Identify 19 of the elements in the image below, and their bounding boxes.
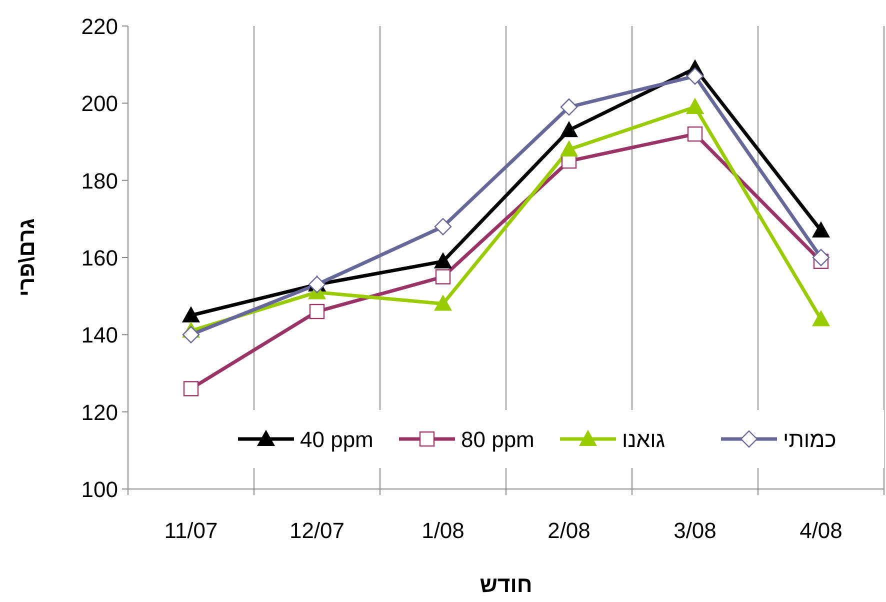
x-tick-label: 1/08	[422, 518, 464, 543]
y-axis-title: גרם\פרי	[14, 218, 39, 297]
y-tick-label: 100	[81, 477, 118, 502]
x-tick-label: 2/08	[548, 518, 590, 543]
x-tick-label: 4/08	[800, 518, 842, 543]
x-axis-title: חודש	[480, 572, 532, 597]
legend-label: כמותי	[783, 427, 836, 452]
y-tick-label: 120	[81, 400, 118, 425]
y-tick-label: 180	[81, 168, 118, 194]
y-tick-label: 160	[81, 246, 118, 270]
y-tick-label: 140	[81, 322, 118, 348]
y-tick-label: 220	[81, 14, 118, 39]
legend-label: 80 ppm	[461, 427, 534, 452]
x-tick-label: 11/07	[164, 518, 218, 543]
legend-label: גואנו	[622, 427, 666, 452]
x-tick-label: 12/07	[289, 518, 345, 543]
legend-label: 40 ppm	[300, 427, 374, 452]
y-tick-label: 200	[81, 91, 118, 116]
x-tick-label: 3/08	[674, 518, 716, 543]
